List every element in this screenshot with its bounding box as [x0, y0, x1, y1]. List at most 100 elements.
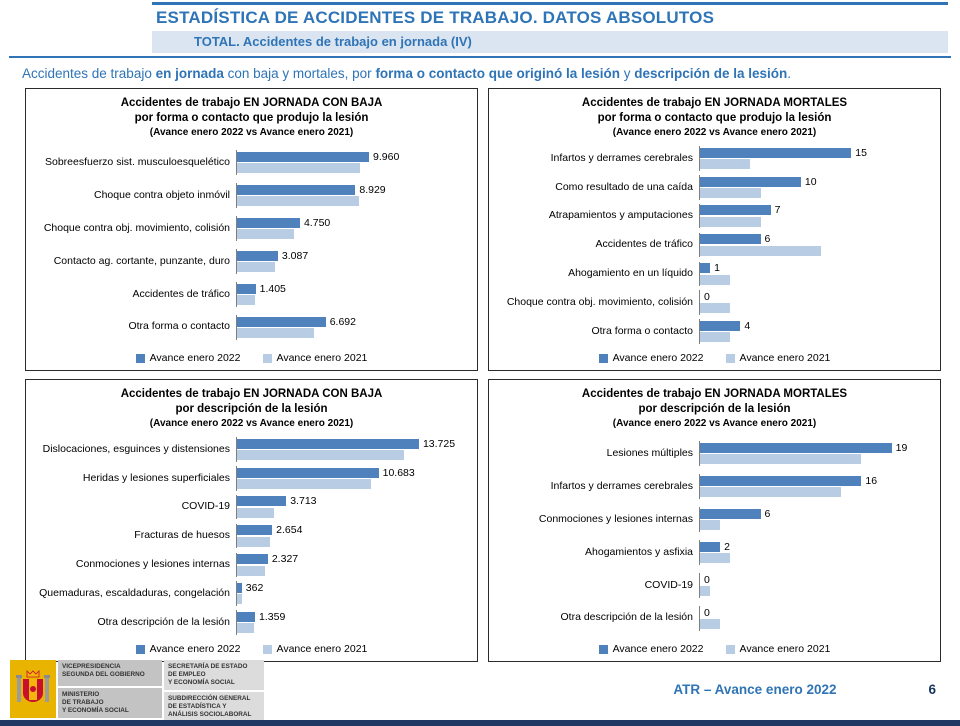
chart-row: Ahogamiento en un líquido 1 — [497, 261, 932, 287]
value-label: 1.405 — [259, 282, 286, 295]
description-segment-bold: descripción de la lesión — [634, 66, 788, 81]
page-title: ESTADÍSTICA DE ACCIDENTES DE TRABAJO. DA… — [156, 8, 715, 27]
category-label: Lesiones múltiples — [606, 446, 693, 459]
bar-2022 — [237, 250, 278, 261]
bottom-strip — [0, 720, 960, 726]
chart-row: Como resultado de una caída 10 — [497, 175, 932, 200]
bar-2022 — [237, 316, 326, 327]
legend-swatch-2021-icon — [725, 353, 735, 363]
bar-group: 4 — [699, 319, 932, 344]
value-label: 362 — [245, 581, 264, 594]
chart-legend: Avance enero 2022 Avance enero 2021 — [34, 639, 469, 658]
page-description: Accidentes de trabajo en jornada con baj… — [22, 66, 940, 81]
bar-group: 2 — [699, 540, 932, 565]
chart-row: Otra descripción de la lesión 1.359 — [34, 610, 469, 635]
bar-2022 — [237, 496, 287, 507]
bar-2021 — [700, 245, 822, 256]
bar-group: 1.405 — [236, 282, 469, 307]
category-label: Otra forma o contacto — [591, 324, 693, 337]
category-label: COVID-19 — [644, 578, 693, 591]
bar-group: 16 — [699, 474, 932, 499]
chart-row: Otra descripción de la lesión 0 — [497, 606, 932, 631]
chart-row: Conmociones y lesiones internas 6 — [497, 507, 932, 532]
chart-rows: Dislocaciones, esguinces y distensiones 1… — [34, 433, 469, 639]
value-label: 10.683 — [382, 466, 415, 479]
bar-group: 8.929 — [236, 183, 469, 208]
category-label: Infartos y derrames cerebrales — [550, 151, 693, 164]
chart-row: Infartos y derrames cerebrales 16 — [497, 474, 932, 499]
bar-group: 6 — [699, 507, 932, 532]
gov-block-ministerio: MINISTERIO DE TRABAJO Y ECONOMÍA SOCIAL — [58, 688, 162, 718]
legend-swatch-2022-icon — [598, 353, 608, 363]
category-label: Sobreesfuerzo sist. musculoesquelético — [44, 155, 230, 168]
legend-item-2022: Avance enero 2022 — [598, 352, 704, 364]
value-label: 9.960 — [373, 150, 400, 163]
chart-title-line3: (Avance enero 2022 vs Avance enero 2021) — [612, 126, 817, 138]
value-label: 15 — [855, 146, 867, 159]
bar-2022 — [700, 263, 711, 274]
bar-2021 — [700, 274, 731, 285]
legend-label-2021: Avance enero 2021 — [276, 352, 368, 364]
bar-2022 — [237, 151, 370, 162]
bar-2021 — [237, 295, 255, 306]
bar-2021 — [237, 479, 371, 490]
value-label: 0 — [704, 290, 710, 303]
bar-2021 — [700, 586, 711, 597]
chart-title-line3: (Avance enero 2022 vs Avance enero 2021) — [149, 126, 354, 138]
report-reference: ATR – Avance enero 2022 — [673, 681, 837, 697]
bar-2021 — [700, 520, 721, 531]
chart-row: Choque contra obj. movimiento, colisión 0 — [497, 290, 932, 315]
chart-title: Accidentes de trabajo EN JORNADA MORTALE… — [497, 96, 932, 139]
bar-2022 — [237, 554, 268, 565]
page-header: ESTADÍSTICA DE ACCIDENTES DE TRABAJO. DA… — [152, 2, 948, 53]
chart-title-line1: Accidentes de trabajo EN JORNADA CON BAJ… — [120, 388, 383, 400]
bar-2022 — [700, 176, 801, 187]
bar-2022 — [700, 234, 761, 245]
category-label: Como resultado de una caída — [555, 180, 693, 193]
bar-2021 — [237, 262, 276, 273]
chart-title-line2: por forma o contacto que produjo la lesi… — [134, 111, 369, 124]
bar-group: 19 — [699, 441, 932, 466]
chart-title-line2: por descripción de la lesión — [638, 402, 791, 415]
chart-panel-con-baja-forma: Accidentes de trabajo EN JORNADA CON BAJ… — [25, 88, 478, 371]
bar-2021 — [237, 196, 359, 207]
chart-row: Fracturas de huesos 2.654 — [34, 523, 469, 549]
chart-title-line1: Accidentes de trabajo EN JORNADA CON BAJ… — [120, 97, 383, 109]
legend-label-2022: Avance enero 2022 — [612, 352, 704, 364]
bar-2022 — [700, 508, 761, 519]
spain-coat-of-arms-icon — [10, 660, 56, 718]
legend-label-2022: Avance enero 2022 — [612, 643, 704, 655]
bar-group: 13.725 — [236, 437, 469, 462]
category-label: Accidentes de tráfico — [132, 287, 230, 300]
bar-2022 — [237, 217, 300, 228]
bar-2022 — [237, 438, 419, 449]
bar-group: 4.750 — [236, 216, 469, 241]
value-label: 6 — [764, 233, 771, 246]
bar-2022 — [237, 525, 273, 536]
value-label: 4 — [744, 319, 751, 332]
category-label: Otra descripción de la lesión — [560, 611, 694, 624]
bar-2021 — [700, 487, 842, 498]
legend-label-2021: Avance enero 2021 — [739, 352, 831, 364]
bar-group: 15 — [699, 146, 932, 171]
bar-2022 — [700, 442, 892, 453]
value-label: 6 — [764, 507, 771, 520]
bar-2021 — [237, 536, 271, 547]
category-label: Heridas y lesiones superficiales — [82, 471, 230, 484]
chart-rows: Sobreesfuerzo sist. musculoesquelético 9.… — [34, 142, 469, 348]
bar-2021 — [700, 216, 761, 227]
bar-2021 — [237, 594, 243, 605]
value-label: 19 — [895, 441, 908, 454]
value-label: 7 — [774, 204, 781, 217]
bar-group: 2.327 — [236, 552, 469, 578]
bar-2021 — [700, 159, 751, 170]
chart-row: COVID-19 3.713 — [34, 494, 469, 520]
value-label: 3.713 — [290, 495, 317, 508]
chart-panel-mortales-descripcion: Accidentes de trabajo EN JORNADA MORTALE… — [488, 379, 941, 662]
chart-row: Heridas y lesiones superficiales 10.683 — [34, 466, 469, 491]
value-label: 6.692 — [329, 315, 356, 328]
bar-group: 3.713 — [236, 494, 469, 520]
bar-2021 — [237, 450, 405, 461]
legend-item-2022: Avance enero 2022 — [135, 352, 241, 364]
description-segment: y — [619, 66, 635, 81]
